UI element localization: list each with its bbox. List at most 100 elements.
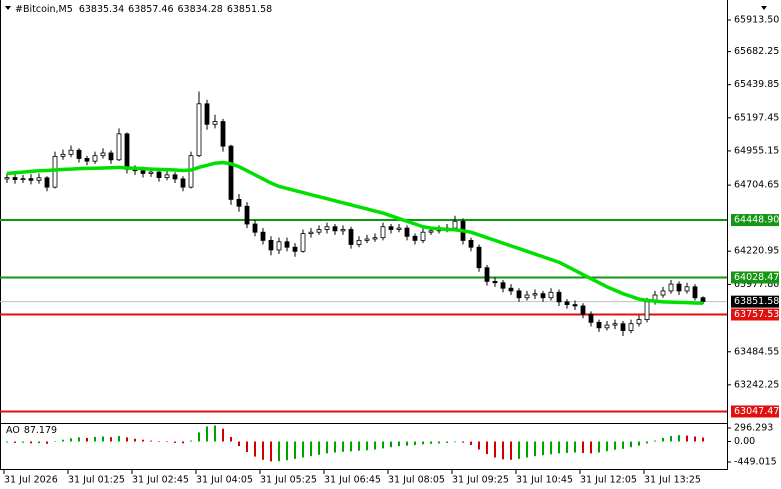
ao-bar: [382, 441, 384, 449]
y-tick-label: 64220.95: [734, 246, 779, 257]
ao-bar: [262, 441, 264, 460]
candle-body: [516, 290, 522, 299]
ao-bar: [150, 440, 152, 442]
ao-bar: [638, 441, 640, 446]
ao-y-tick-label: -449.015: [734, 457, 777, 468]
candle-body: [508, 287, 514, 292]
level-label-box: [731, 214, 779, 227]
candle-body: [180, 178, 186, 188]
level-label: 64448.90: [734, 215, 779, 226]
ao-current: 87.179: [24, 425, 57, 436]
menu-arrow[interactable]: [5, 6, 11, 10]
candle-body: [476, 246, 482, 269]
ao-bar: [166, 441, 168, 443]
ao-bar: [374, 441, 376, 450]
candle-body: [364, 238, 370, 241]
candle-body: [380, 226, 386, 239]
ao-bar: [294, 441, 296, 459]
ao-bar: [598, 441, 600, 453]
ao-bar: [550, 441, 552, 455]
ao-bar: [470, 441, 472, 445]
ao-bar: [454, 441, 456, 443]
candle-body: [276, 241, 282, 251]
level-label-box: [731, 271, 779, 284]
ao-bar: [102, 436, 104, 442]
current-price-box: [731, 295, 779, 308]
ao-bar: [662, 437, 664, 442]
candle-body: [108, 152, 114, 161]
candle-body: [84, 158, 90, 162]
candle-body: [156, 171, 162, 178]
menu-arrow[interactable]: [761, 6, 767, 10]
candle-body: [340, 229, 346, 232]
ao-bar: [702, 437, 704, 442]
low-header: 63834.28: [178, 4, 223, 15]
candle-body: [12, 177, 18, 181]
candle-body: [372, 237, 378, 240]
candle-body: [412, 235, 418, 241]
ao-bar: [582, 441, 584, 453]
ao-header: AO 87.179: [6, 425, 57, 436]
candle-body: [556, 291, 562, 303]
candle-body: [140, 170, 146, 174]
ao-bar: [270, 441, 272, 462]
candle-body: [172, 174, 178, 180]
candle-body: [284, 241, 290, 248]
level-label-box: [731, 308, 779, 321]
y-tick-label: 65913.50: [734, 15, 779, 26]
ao-bar: [614, 441, 616, 450]
ao-bar: [110, 437, 112, 442]
candle-body: [36, 177, 42, 181]
ao-bar: [446, 441, 448, 443]
ao-bar: [478, 441, 480, 450]
candle-body: [244, 205, 250, 225]
y-tick-label: 64704.65: [734, 180, 779, 191]
current-price-label: 63851.58: [734, 296, 779, 307]
ao-bar: [86, 437, 88, 442]
candle-body: [580, 305, 586, 315]
ao-bar: [62, 439, 64, 442]
ao-bar: [502, 441, 504, 460]
candle-body: [44, 177, 50, 188]
ao-bar: [534, 441, 536, 457]
ao-bar: [174, 441, 176, 443]
ao-bar: [118, 436, 120, 442]
candle-body: [100, 152, 106, 157]
candle-body: [324, 226, 330, 230]
candle-body: [268, 239, 274, 251]
chart-header: #Bitcoin,M5 63835.34 63857.46 63834.28 63851…: [15, 4, 272, 15]
candle-body: [700, 297, 706, 302]
candle-body: [540, 293, 546, 299]
candle-body: [260, 231, 266, 241]
x-tick-label: 31 Jul 08:05: [388, 475, 445, 486]
y-tick-label: 63977.80: [734, 279, 779, 290]
ao-bar: [38, 441, 40, 444]
candle-body: [300, 233, 306, 252]
ao-bar: [198, 432, 200, 442]
ao-bar: [6, 441, 8, 443]
candle-body: [116, 133, 122, 161]
ao-bar: [22, 441, 24, 443]
ao-bar: [14, 441, 16, 443]
y-tick-label: 65682.25: [734, 46, 779, 57]
ao-bar: [334, 441, 336, 453]
ao-bar: [390, 441, 392, 448]
ao-bar: [246, 441, 248, 453]
moving-average: [6, 160, 704, 305]
ao-bar: [422, 441, 424, 445]
ao-bar: [518, 441, 520, 459]
x-tick-label: 31 Jul 04:05: [196, 475, 253, 486]
candle-body: [524, 294, 530, 299]
ao-bar: [494, 441, 496, 458]
ao-bar: [590, 441, 592, 454]
candle-body: [204, 103, 210, 125]
ao-y-tick-label: 0.00: [734, 436, 755, 447]
x-tick-label: 31 Jul 13:25: [644, 475, 701, 486]
ao-bar: [126, 437, 128, 442]
ao-bar: [542, 441, 544, 456]
ao-bar: [254, 441, 256, 457]
symbol: #Bitcoin,M5: [15, 4, 73, 15]
candle-body: [564, 301, 570, 305]
ao-bar: [30, 441, 32, 444]
ao-bar: [190, 440, 192, 442]
